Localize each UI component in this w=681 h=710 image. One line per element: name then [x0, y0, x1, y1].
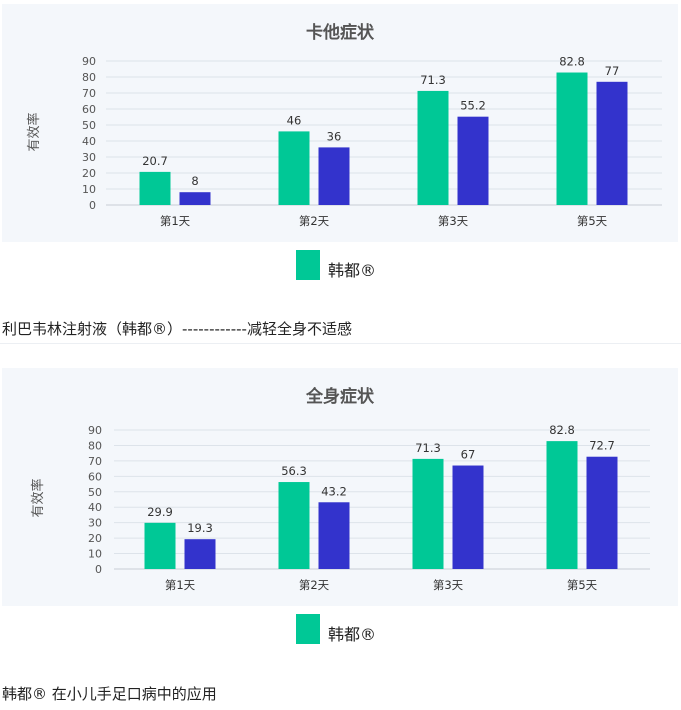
data-label: 36 — [327, 129, 342, 143]
data-label: 43.2 — [321, 484, 347, 498]
data-label: 82.8 — [549, 423, 575, 437]
legend-label: 韩都® — [328, 261, 377, 280]
bar-series-2 — [318, 502, 350, 569]
data-label: 55.2 — [460, 99, 486, 113]
data-label: 71.3 — [415, 441, 441, 455]
bar-series-1 — [278, 482, 310, 569]
data-label: 8 — [191, 174, 198, 188]
bar-series-1 — [278, 131, 310, 205]
bar-series-2 — [586, 456, 618, 569]
bar-series-2 — [457, 116, 489, 205]
y-tick-label: 40 — [82, 135, 96, 148]
y-tick-label: 30 — [88, 517, 102, 530]
data-label: 82.8 — [559, 55, 585, 69]
bar-series-1 — [144, 522, 176, 569]
bar-series-2 — [318, 147, 350, 205]
y-tick-label: 10 — [88, 548, 102, 561]
y-tick-label: 80 — [88, 439, 102, 452]
y-tick-label: 80 — [82, 71, 96, 84]
y-axis-label: 有效率 — [26, 112, 42, 151]
chart-title: 全身症状 — [306, 387, 374, 407]
x-tick-label: 第5天 — [567, 578, 598, 592]
x-tick-label: 第5天 — [577, 214, 608, 228]
divider — [0, 343, 681, 344]
y-tick-label: 50 — [88, 486, 102, 499]
legend-swatch — [296, 250, 320, 280]
legend-swatch — [296, 614, 320, 644]
data-label: 29.9 — [147, 505, 173, 519]
data-label: 71.3 — [420, 73, 446, 87]
y-tick-label: 30 — [82, 151, 96, 164]
chart-legend: 韩都® — [296, 250, 376, 280]
y-tick-label: 60 — [88, 470, 102, 483]
x-tick-label: 第1天 — [165, 578, 196, 592]
bar-series-2 — [179, 192, 211, 205]
bar-series-1 — [556, 72, 588, 206]
legend-label: 韩都® — [328, 625, 377, 644]
chart-title: 卡他症状 — [306, 23, 374, 43]
bar-series-2 — [184, 539, 216, 569]
chart-legend: 韩都® — [296, 614, 376, 644]
y-tick-label: 70 — [82, 87, 96, 100]
y-tick-label: 90 — [88, 424, 102, 437]
y-tick-label: 90 — [82, 55, 96, 68]
data-label: 56.3 — [281, 464, 307, 478]
y-tick-label: 40 — [88, 501, 102, 514]
y-tick-label: 50 — [82, 119, 96, 132]
data-label: 77 — [605, 64, 620, 78]
chart-panel-systemic: 全身症状 0 10 20 30 40 50 60 70 80 90 有效率 29.9 19.3 第1天 56… — [2, 368, 678, 606]
bar-series-1 — [139, 171, 171, 205]
y-axis-label: 有效率 — [30, 478, 46, 517]
y-tick-label: 0 — [95, 563, 102, 576]
bar-series-1 — [417, 90, 449, 205]
x-tick-label: 第3天 — [433, 578, 464, 592]
x-tick-label: 第2天 — [299, 214, 330, 228]
data-label: 67 — [461, 448, 476, 462]
caption-text: 利巴韦林注射液（韩都®）------------减轻全身不适感 — [2, 320, 352, 338]
bar-chart-systemic: 0 10 20 30 40 50 60 70 80 90 有效率 29.9 19.3 第1天 56.3 43.… — [30, 423, 650, 592]
y-tick-label: 10 — [82, 183, 96, 196]
bar-series-2 — [452, 465, 484, 569]
data-label: 20.7 — [142, 154, 168, 168]
bar-chart-catarrhal: 0 10 20 30 40 50 60 70 80 90 有效率 20.7 8 第1天 46 36 第2天 71.… — [26, 55, 662, 228]
x-tick-label: 第3天 — [438, 214, 469, 228]
bar-series-2 — [596, 81, 628, 205]
data-label: 19.3 — [187, 521, 213, 535]
x-tick-label: 第1天 — [160, 214, 191, 228]
y-tick-label: 0 — [89, 199, 96, 212]
data-label: 46 — [287, 113, 302, 127]
bar-series-1 — [412, 458, 444, 569]
x-tick-label: 第2天 — [299, 578, 330, 592]
chart-panel-catarrhal: 卡他症状 0 10 20 30 40 50 60 70 80 90 有效率 20.7 8 第1天 46 36 第… — [2, 4, 678, 242]
bar-series-1 — [546, 441, 578, 569]
caption-text: 韩都® 在小儿手足口病中的应用 — [2, 685, 217, 703]
data-label: 72.7 — [589, 439, 615, 453]
y-tick-label: 70 — [88, 455, 102, 468]
y-tick-label: 20 — [88, 532, 102, 545]
y-tick-label: 20 — [82, 167, 96, 180]
y-tick-label: 60 — [82, 103, 96, 116]
